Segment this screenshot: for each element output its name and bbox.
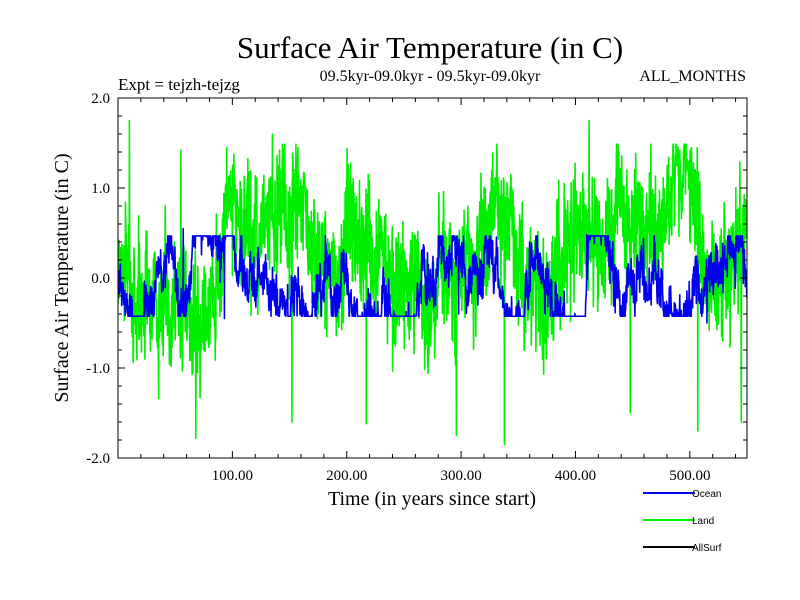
legend: Ocean Land AllSurf [643, 489, 722, 554]
x-tick-label: 500.00 [669, 468, 710, 484]
y-tick-label: -2.0 [86, 451, 110, 467]
y-axis-label: Surface Air Temperature (in C) [51, 153, 73, 402]
y-tick-label: 2.0 [91, 91, 110, 107]
x-tick-label: 100.00 [212, 468, 253, 484]
chart-title: Surface Air Temperature (in C) [237, 30, 623, 65]
legend-label-land: Land [692, 516, 714, 527]
series-line-ocean [118, 227, 747, 324]
y-tick-label: 1.0 [91, 181, 110, 197]
months-label: ALL_MONTHS [639, 68, 746, 85]
legend-label-allsurf: AllSurf [692, 543, 722, 554]
legend-label-ocean: Ocean [692, 489, 721, 500]
x-tick-label: 400.00 [555, 468, 596, 484]
period-label: 09.5kyr-09.0kyr - 09.5kyr-09.0kyr [320, 68, 541, 85]
experiment-label: Expt = tejzh-tejzg [118, 75, 240, 94]
y-tick-label: -1.0 [86, 361, 110, 377]
x-tick-label: 200.00 [326, 468, 367, 484]
x-tick-label: 300.00 [440, 468, 481, 484]
ticks: 100.00 200.00 300.00 400.00 500.00 -2.0 -1.0 0.… [86, 91, 747, 484]
y-tick-label: 0.0 [91, 271, 110, 287]
data-layer [118, 119, 747, 446]
x-axis-label: Time (in years since start) [328, 488, 536, 510]
